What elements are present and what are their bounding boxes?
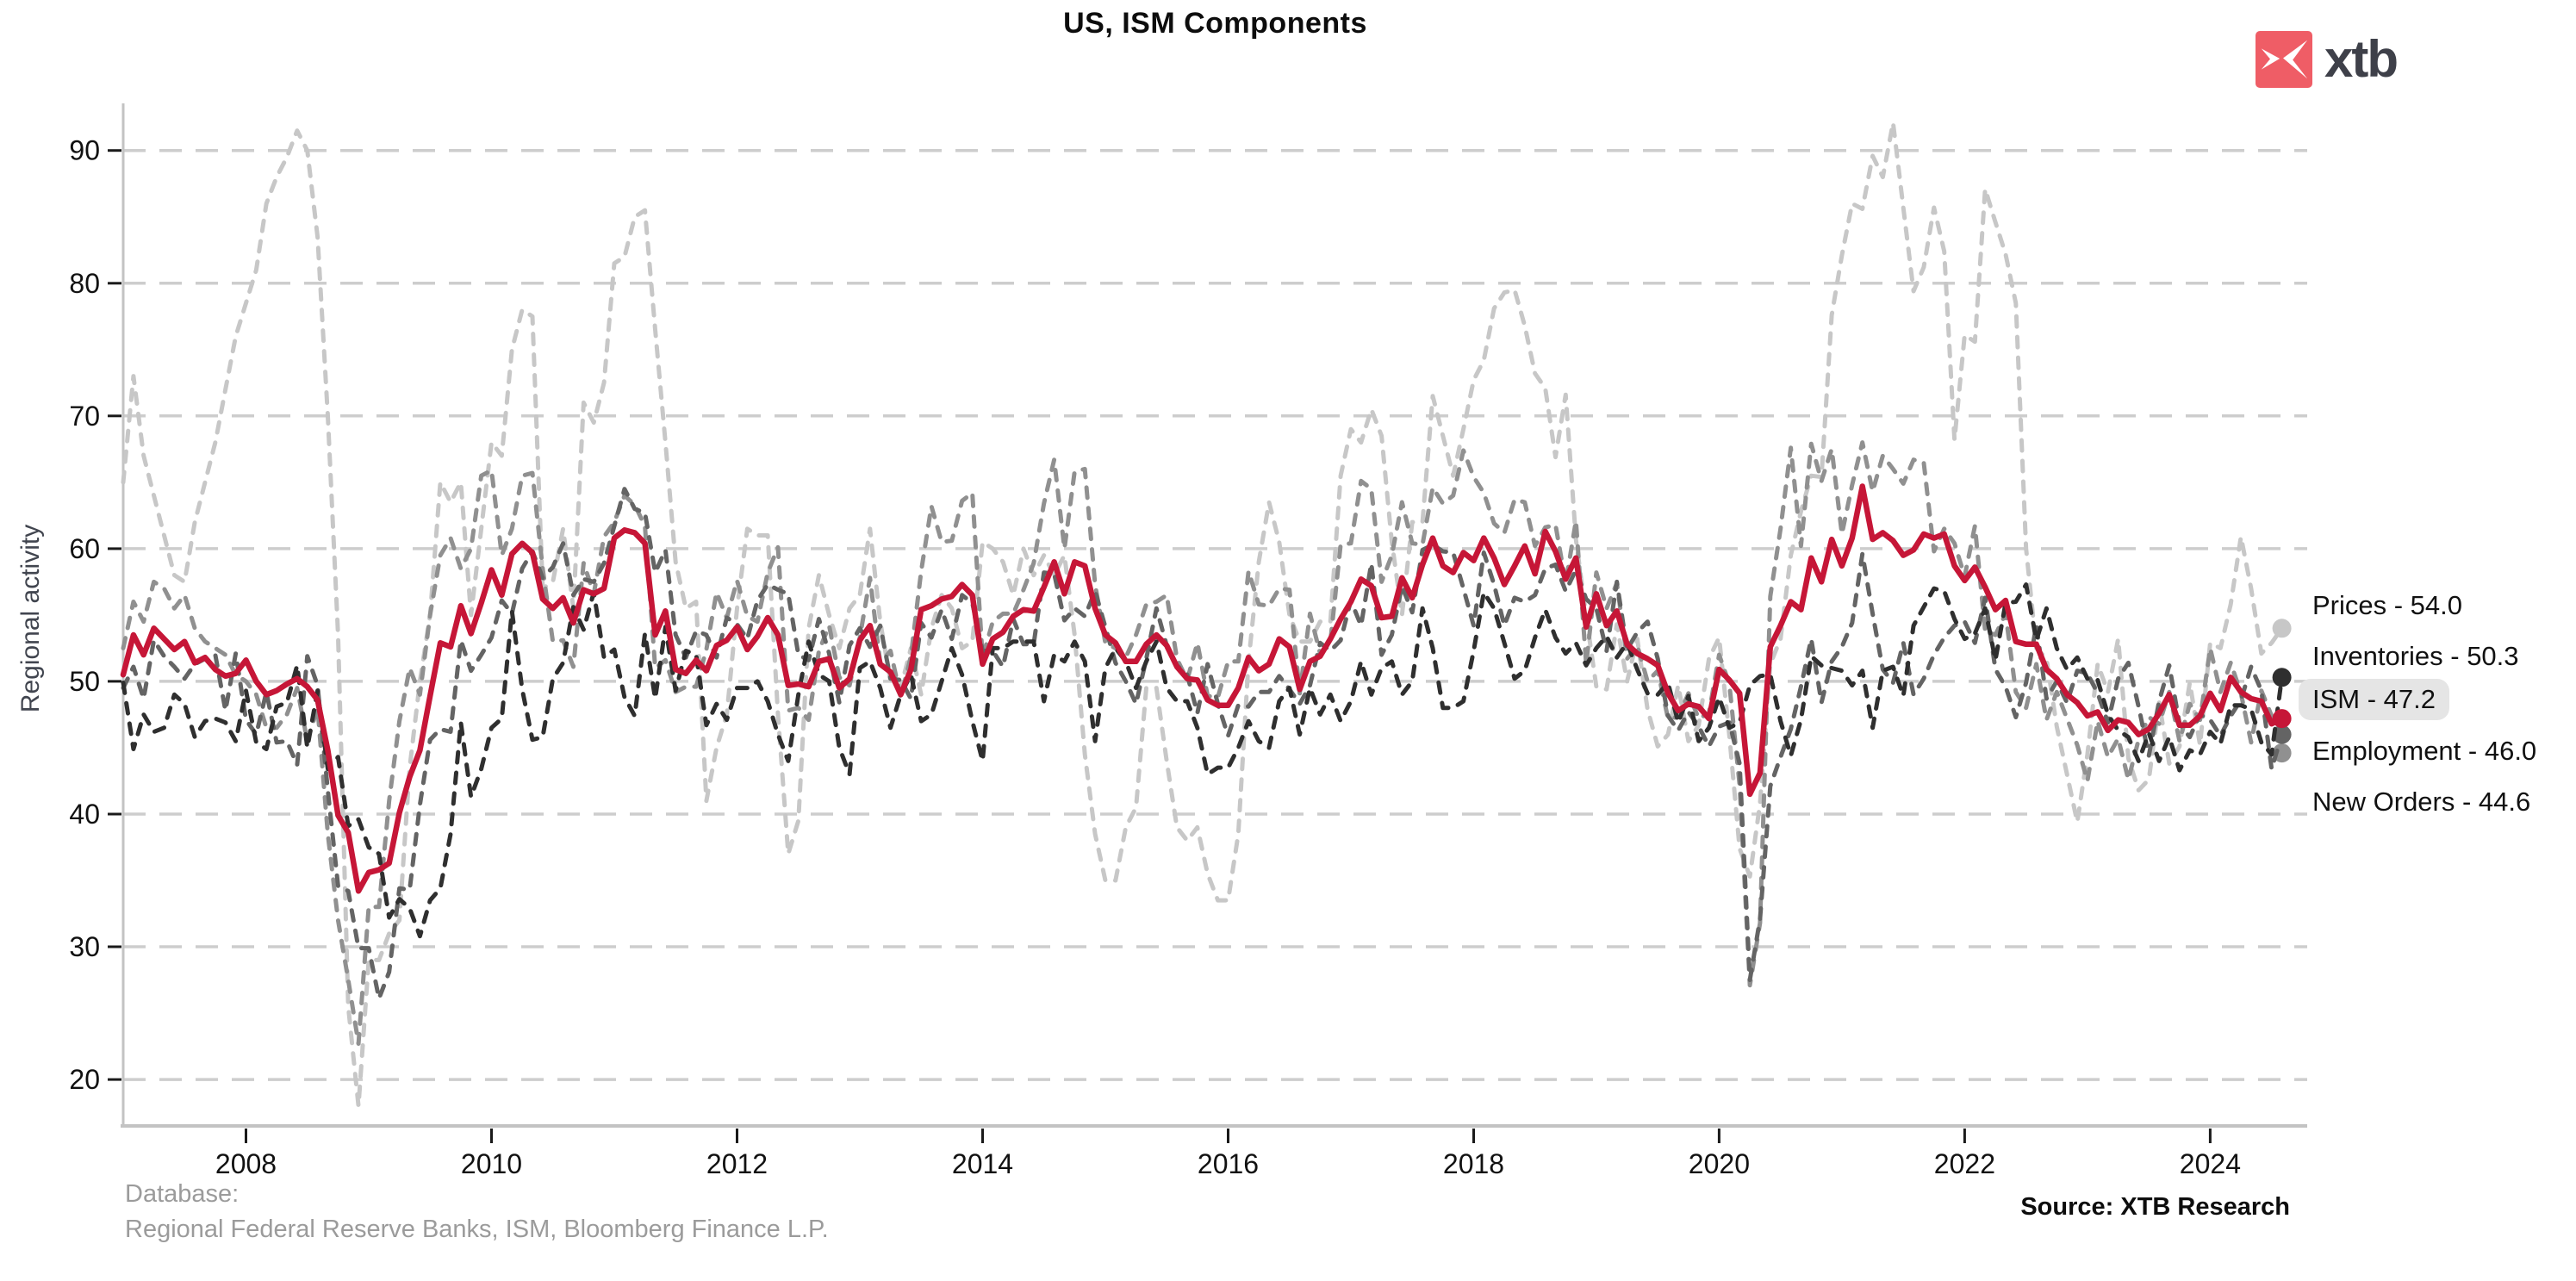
y-tick-label-90: 90 bbox=[69, 135, 100, 166]
database-note: Database: Regional Federal Reserve Banks… bbox=[125, 1177, 829, 1247]
y-tick-label-40: 40 bbox=[69, 799, 100, 830]
legend-item-prices: Prices - 54.0 bbox=[2312, 590, 2463, 620]
chart-title: US, ISM Components bbox=[1063, 7, 1367, 40]
database-value: Regional Federal Reserve Banks, ISM, Blo… bbox=[125, 1216, 829, 1243]
y-axis-title: Regional activity bbox=[16, 524, 45, 713]
x-tick-label-2008: 2008 bbox=[215, 1148, 277, 1179]
legend-item-inventories: Inventories - 50.3 bbox=[2312, 641, 2519, 671]
series-line-ism bbox=[120, 483, 2285, 894]
x-tick-label-2012: 2012 bbox=[706, 1148, 768, 1179]
legend-item-employment: Employment - 46.0 bbox=[2312, 736, 2537, 766]
source-note: Source: XTB Research bbox=[2020, 1193, 2290, 1221]
xtb-logo-text: xtb bbox=[2324, 30, 2399, 88]
x-tick-label-2022: 2022 bbox=[1934, 1148, 1995, 1179]
x-tick-label-2018: 2018 bbox=[1443, 1148, 1504, 1179]
series-endpoint-inventories bbox=[2272, 668, 2292, 687]
x-tick-label-2020: 2020 bbox=[1689, 1148, 1750, 1179]
legend-item-ism: ISM - 47.2 bbox=[2299, 679, 2449, 720]
y-tick-label-70: 70 bbox=[69, 401, 100, 432]
series-endpoint-employment bbox=[2272, 724, 2292, 744]
y-tick-label-50: 50 bbox=[69, 666, 100, 697]
series-line-inventories bbox=[121, 582, 2285, 939]
xtb-bird-x-icon bbox=[2256, 31, 2312, 88]
x-tick-label-2016: 2016 bbox=[1198, 1148, 1259, 1179]
series-line-new-orders bbox=[121, 440, 2285, 1046]
xtb-logo: xtb bbox=[2256, 30, 2399, 88]
x-tick-label-2024: 2024 bbox=[2180, 1148, 2241, 1179]
database-label: Database: bbox=[125, 1180, 240, 1208]
x-tick-label-2010: 2010 bbox=[461, 1148, 522, 1179]
series-endpoint-prices bbox=[2272, 619, 2292, 638]
y-tick-label-80: 80 bbox=[69, 268, 100, 299]
series-endpoint-ism bbox=[2272, 709, 2292, 729]
series-line-prices bbox=[121, 120, 2285, 1109]
x-tick-label-2014: 2014 bbox=[952, 1148, 1013, 1179]
y-tick-label-60: 60 bbox=[69, 533, 100, 564]
legend-item-new-orders: New Orders - 44.6 bbox=[2312, 787, 2531, 817]
y-tick-label-20: 20 bbox=[69, 1064, 100, 1095]
y-tick-label-30: 30 bbox=[69, 931, 100, 962]
